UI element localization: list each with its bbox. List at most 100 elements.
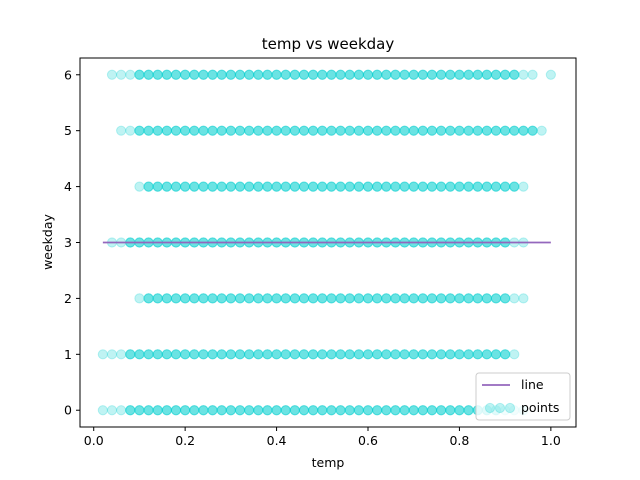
- scatter-point: [134, 69, 145, 80]
- scatter-point: [417, 349, 428, 360]
- scatter-point: [399, 349, 410, 360]
- scatter-point: [399, 125, 410, 136]
- scatter-point: [234, 349, 246, 360]
- scatter-point: [472, 69, 483, 80]
- scatter-point: [408, 293, 419, 304]
- scatter-point: [317, 69, 328, 80]
- scatter-point: [472, 181, 483, 192]
- scatter-point: [353, 405, 364, 416]
- scatter-point: [436, 349, 447, 360]
- scatter-point: [362, 293, 374, 304]
- scatter-point: [143, 349, 154, 360]
- scatter-point: [490, 69, 502, 80]
- scatter-point: [198, 405, 209, 416]
- scatter-point: [161, 293, 172, 304]
- scatter-point: [244, 125, 255, 136]
- scatter-point: [198, 349, 209, 360]
- scatter-point: [335, 125, 346, 136]
- scatter-point: [344, 69, 355, 80]
- scatter-point: [134, 69, 145, 80]
- scatter-point: [298, 181, 310, 192]
- scatter-point: [436, 181, 447, 192]
- scatter-point: [161, 181, 172, 192]
- scatter-point: [225, 293, 236, 304]
- scatter-point: [399, 125, 410, 136]
- scatter-point: [317, 293, 328, 304]
- scatter-point: [436, 405, 447, 416]
- scatter-point: [143, 181, 154, 192]
- scatter-point: [445, 69, 456, 80]
- scatter-point: [161, 125, 172, 136]
- scatter-point: [298, 125, 310, 136]
- scatter-point: [426, 181, 438, 192]
- scatter-point: [207, 125, 218, 136]
- scatter-point: [134, 349, 145, 360]
- scatter-point: [207, 293, 218, 304]
- scatter-point: [143, 125, 154, 136]
- scatter-point: [262, 181, 273, 192]
- scatter-point: [326, 181, 337, 192]
- scatter-point: [280, 125, 291, 136]
- scatter-point: [170, 125, 182, 136]
- scatter-point: [271, 293, 282, 304]
- scatter-point: [170, 181, 182, 192]
- scatter-point: [271, 349, 282, 360]
- scatter-point: [445, 125, 456, 136]
- scatter-point: [408, 181, 419, 192]
- legend: line points: [475, 372, 571, 421]
- scatter-point: [262, 349, 273, 360]
- scatter-point: [353, 349, 364, 360]
- scatter-point: [152, 349, 163, 360]
- scatter-point: [262, 69, 273, 80]
- scatter-point: [463, 125, 474, 136]
- scatter-point: [436, 69, 447, 80]
- scatter-point: [216, 293, 227, 304]
- scatter-point: [143, 405, 154, 416]
- scatter-point: [417, 181, 428, 192]
- scatter-point: [152, 181, 163, 192]
- scatter-point: [289, 349, 300, 360]
- scatter-point: [518, 293, 529, 304]
- scatter-point: [344, 405, 355, 416]
- scatter-point: [253, 125, 264, 136]
- scatter-point: [207, 405, 218, 416]
- scatter-point: [317, 69, 328, 80]
- x-axis: 0.0 0.2 0.4 0.6 0.8 1.0: [84, 427, 561, 448]
- scatter-point: [326, 349, 337, 360]
- scatter-point: [381, 69, 392, 80]
- scatter-point: [454, 125, 465, 136]
- scatter-point: [317, 181, 328, 192]
- scatter-point: [463, 293, 474, 304]
- scatter-point: [372, 69, 383, 80]
- scatter-point: [490, 69, 502, 80]
- scatter-point: [244, 405, 255, 416]
- scatter-point: [417, 405, 428, 416]
- scatter-point: [125, 349, 136, 360]
- scatter-point: [289, 293, 300, 304]
- scatter-point: [280, 69, 291, 80]
- scatter-point: [143, 293, 154, 304]
- scatter-point: [353, 181, 364, 192]
- scatter-point: [225, 181, 236, 192]
- scatter-point: [271, 125, 282, 136]
- scatter-point: [372, 349, 383, 360]
- scatter-point: [308, 405, 319, 416]
- scatter-point: [216, 293, 227, 304]
- scatter-point: [454, 405, 465, 416]
- scatter-point: [216, 181, 227, 192]
- scatter-point: [253, 69, 264, 80]
- scatter-point: [417, 181, 428, 192]
- scatter-point: [335, 349, 346, 360]
- scatter-point: [335, 293, 346, 304]
- scatter-point: [308, 69, 319, 80]
- scatter-point: [180, 125, 191, 136]
- scatter-point: [426, 125, 438, 136]
- scatter-point: [234, 405, 246, 416]
- scatter-point: [353, 349, 364, 360]
- scatter-point: [298, 69, 310, 80]
- scatter-point: [399, 181, 410, 192]
- scatter-point: [454, 125, 465, 136]
- scatter-point: [408, 405, 419, 416]
- scatter-point: [289, 349, 300, 360]
- scatter-point: [509, 125, 520, 136]
